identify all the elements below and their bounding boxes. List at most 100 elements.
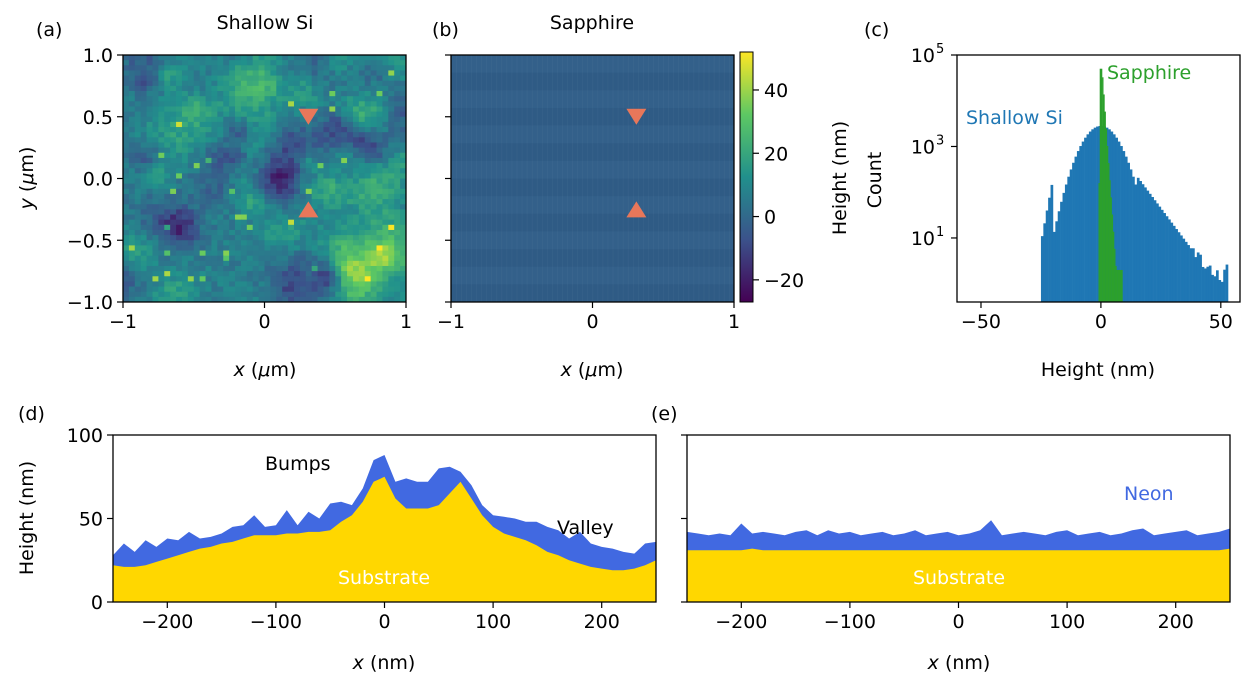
marker-triangle-down xyxy=(298,108,319,125)
y-tick-label: 0.0 xyxy=(83,169,113,191)
marker-triangle-down xyxy=(626,108,647,125)
bar-shallow-si xyxy=(1144,187,1147,302)
y-tick-label: 10 xyxy=(911,136,935,158)
colorbar-tick-label: −20 xyxy=(764,270,804,292)
bar-shallow-si xyxy=(1091,129,1095,302)
bar-shallow-si xyxy=(1086,134,1090,302)
bar-shallow-si xyxy=(1045,210,1049,302)
bar-shallow-si xyxy=(1120,146,1123,302)
bar-shallow-si xyxy=(1180,235,1183,302)
panel-d-ylabel: Height (nm) xyxy=(16,461,38,575)
bar-shallow-si xyxy=(1040,236,1044,302)
annotation-substrate-d: Substrate xyxy=(338,567,430,589)
x-tick-label: 1 xyxy=(728,311,740,333)
panel-e-ticks: −200 −100 0 100 200 xyxy=(681,434,1194,633)
bar-shallow-si xyxy=(1189,248,1193,302)
bar-shallow-si xyxy=(1062,192,1066,302)
bar-shallow-si xyxy=(1072,162,1075,302)
bar-shallow-si xyxy=(1055,221,1059,302)
x-tick-label: −200 xyxy=(141,611,193,633)
x-tick-label: 0 xyxy=(952,611,964,633)
panel-c-ylabel: Count xyxy=(864,152,886,208)
bar-sapphire xyxy=(1102,77,1104,302)
bar-shallow-si xyxy=(1194,257,1198,302)
bar-shallow-si xyxy=(1168,219,1171,302)
histogram xyxy=(1040,68,1229,303)
bar-shallow-si xyxy=(1187,245,1190,302)
colorbar xyxy=(739,51,754,303)
bar-shallow-si xyxy=(1208,265,1212,302)
bar-sapphire xyxy=(1104,111,1106,303)
panel-a-title: Shallow Si xyxy=(217,12,314,34)
bar-shallow-si xyxy=(1151,197,1154,302)
y-tick-label: 10 xyxy=(911,45,935,67)
bar-shallow-si xyxy=(1225,264,1229,302)
y-tick-label: −0.5 xyxy=(67,230,113,252)
panel-b: (b) Sapphire −1 0 1 x (μm) −20 0 20 40 Height… xyxy=(432,12,851,381)
bar-shallow-si xyxy=(1050,184,1054,302)
bar-shallow-si xyxy=(1184,241,1188,302)
bar-shallow-si xyxy=(1213,276,1217,302)
bar-shallow-si xyxy=(1079,146,1083,302)
bar-shallow-si xyxy=(1153,200,1157,302)
bar-shallow-si xyxy=(1206,266,1210,302)
panel-d-ticks: −200 −100 0 100 200 0 50 100 xyxy=(67,425,620,633)
bar-shallow-si xyxy=(1048,197,1051,302)
x-tick-label: −1 xyxy=(109,311,137,333)
x-tick-label: 0 xyxy=(258,311,270,333)
bar-shallow-si xyxy=(1141,184,1145,302)
panel-e: (e) −200 −100 0 100 200 Neon Substrate x (nm… xyxy=(651,403,1231,674)
y-tick-exponent: 5 xyxy=(936,42,944,57)
panel-a: (a) Shallow Si −1 0 1 −1.0 −0.5 0.0 0.5 1.0 x (… xyxy=(16,12,412,381)
profile-shallow-si xyxy=(113,455,656,602)
legend-sapphire: Sapphire xyxy=(1107,62,1191,84)
bar-shallow-si xyxy=(1129,169,1133,302)
bar-shallow-si xyxy=(1067,176,1071,302)
y-tick-exponent: 3 xyxy=(936,133,944,148)
bar-shallow-si xyxy=(1204,268,1207,302)
panel-a-ticks: −1 0 1 −1.0 −0.5 0.0 0.5 1.0 xyxy=(67,45,412,333)
y-tick-label: 0.5 xyxy=(83,107,113,129)
bar-sapphire xyxy=(1098,183,1100,302)
panel-label-d: (d) xyxy=(18,403,45,425)
bar-sapphire xyxy=(1105,128,1108,302)
panel-label-a: (a) xyxy=(36,19,62,41)
x-tick-label: −50 xyxy=(961,311,1001,333)
y-tick-label: 100 xyxy=(67,425,103,447)
panel-a-markers xyxy=(298,108,319,218)
y-tick-label: 0 xyxy=(91,592,103,614)
marker-triangle-up xyxy=(298,201,319,218)
annotation-neon: Neon xyxy=(1124,483,1174,505)
bar-shallow-si xyxy=(1127,162,1130,302)
y-tick-label: 50 xyxy=(79,509,103,531)
bar-shallow-si xyxy=(1136,177,1140,302)
x-tick-label: −100 xyxy=(824,611,876,633)
annotation-valley: Valley xyxy=(557,517,614,539)
x-tick-label: 100 xyxy=(1049,611,1085,633)
panel-a-ylabel: y (μm) xyxy=(16,147,38,211)
y-tick-label: 1.0 xyxy=(83,45,113,67)
bar-shallow-si xyxy=(1074,156,1078,302)
profile-sapphire xyxy=(687,520,1230,602)
bar-shallow-si xyxy=(1076,151,1080,302)
bar-shallow-si xyxy=(1156,203,1159,302)
bar-shallow-si xyxy=(1132,176,1135,302)
annotation-bumps: Bumps xyxy=(265,453,331,475)
bar-shallow-si xyxy=(1043,223,1047,302)
bar-sapphire xyxy=(1100,68,1103,302)
colorbar-tick-label: 40 xyxy=(764,80,788,102)
bar-shallow-si xyxy=(1122,151,1126,302)
bar-shallow-si xyxy=(1064,184,1068,302)
bar-shallow-si xyxy=(1223,269,1226,302)
bar-shallow-si xyxy=(1160,209,1164,302)
panel-d: (d) −200 −100 0 100 200 0 50 100 Bumps Valley S… xyxy=(16,403,657,674)
panel-c-frame xyxy=(956,54,1241,303)
bar-shallow-si xyxy=(1148,193,1152,302)
x-tick-label: 1 xyxy=(400,311,412,333)
bar-sapphire xyxy=(1112,231,1115,302)
heatmap-sapphire xyxy=(451,55,734,303)
bar-shallow-si xyxy=(1158,206,1162,302)
bar-shallow-si xyxy=(1124,156,1128,302)
panel-d-xlabel: x (nm) xyxy=(352,652,416,674)
